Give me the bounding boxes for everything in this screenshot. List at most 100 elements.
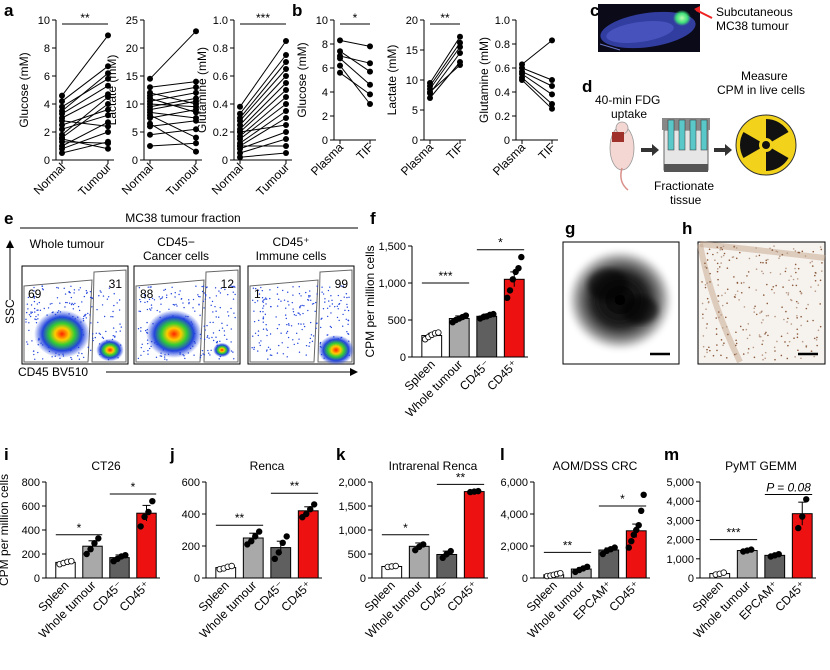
x-tick-label: Tumour	[75, 160, 114, 199]
event-dot	[144, 301, 146, 304]
y-tick-label: 0	[412, 135, 418, 147]
event-dot	[269, 333, 272, 335]
event-dot	[203, 307, 205, 309]
event-dot	[204, 298, 207, 300]
series-line	[61, 35, 109, 96]
ihc-stain-dot	[753, 311, 756, 313]
ihc-stain-dot	[796, 333, 799, 335]
panel-label-f: f	[370, 209, 376, 228]
flow-title-1: Whole tumour	[30, 237, 105, 251]
event-dot	[102, 337, 105, 340]
event-dot	[219, 340, 221, 342]
ihc-stain-dot	[701, 281, 703, 283]
data-point	[303, 510, 310, 518]
ihc-stain-dot	[754, 305, 756, 308]
event-dot	[37, 314, 39, 316]
event-dot	[311, 303, 314, 305]
event-dot	[227, 311, 229, 313]
ihc-stain-dot	[779, 273, 782, 275]
event-dot	[270, 305, 272, 308]
data-point	[275, 549, 282, 556]
fractionation-rack-icon	[662, 118, 710, 172]
data-point	[462, 312, 470, 319]
event-dot	[346, 303, 348, 306]
panel-d-uptake-line2: uptake	[611, 107, 647, 121]
y-tick-label: 15	[406, 45, 418, 57]
event-dot	[293, 314, 296, 316]
event-dot	[298, 293, 301, 295]
series-line	[149, 142, 197, 147]
event-dot	[202, 353, 204, 355]
ihc-stain-dot	[821, 270, 823, 272]
event-dot	[143, 350, 145, 353]
y-tick-label: 4,000	[666, 496, 694, 508]
event-dot	[256, 300, 259, 302]
panel-label-h: h	[682, 219, 692, 238]
y-tick-label: 2,000	[338, 477, 366, 489]
event-dot	[168, 308, 170, 310]
event-dot	[84, 314, 86, 316]
series-line	[149, 81, 197, 88]
ihc-stain-dot	[718, 266, 721, 268]
event-dot	[215, 336, 217, 338]
data-point	[427, 80, 433, 86]
event-dot	[31, 340, 33, 342]
event-dot	[344, 309, 346, 312]
panel-d-measure-line2: CPM in live cells	[717, 83, 805, 97]
flow-plot-1: 69 31	[21, 265, 129, 365]
event-dot	[96, 308, 98, 311]
ihc-stain-dot	[790, 275, 792, 277]
ihc-stain-dot	[748, 257, 751, 260]
data-point	[105, 101, 111, 107]
ihc-stain-dot	[717, 278, 719, 281]
data-point	[447, 547, 454, 555]
ihc-stain-dot	[805, 345, 808, 348]
data-point	[337, 48, 343, 55]
data-point	[105, 106, 111, 113]
event-dot	[206, 336, 208, 339]
series-line	[239, 103, 287, 140]
ihc-stain-dot	[720, 354, 722, 357]
event-dot	[260, 286, 262, 289]
data-point	[367, 43, 373, 50]
ihc-stain-dot	[702, 335, 705, 337]
x-tick-label: Tumour	[253, 160, 292, 199]
event-dot	[173, 304, 176, 306]
event-dot	[29, 315, 32, 318]
event-dot	[341, 325, 344, 327]
y-tick-label: 0.2	[495, 111, 510, 123]
series-line	[429, 61, 461, 99]
ihc-stain-dot	[735, 247, 738, 249]
event-dot	[215, 310, 217, 312]
series-line	[339, 39, 371, 47]
ihc-stain-dot	[805, 307, 808, 310]
ihc-stain-dot	[812, 250, 815, 253]
arrow-icon	[714, 144, 732, 156]
y-tick-label: 0.4	[495, 87, 510, 99]
panel-label-g: g	[565, 219, 575, 238]
data-point	[105, 82, 111, 89]
data-point	[283, 80, 289, 86]
pet-image	[562, 241, 680, 365]
event-dot	[309, 321, 312, 324]
event-dot	[329, 305, 331, 307]
series-line	[61, 72, 109, 112]
ihc-stain-dot	[716, 251, 719, 254]
event-dot	[281, 342, 283, 344]
ihc-stain-dot	[820, 248, 823, 251]
y-axis-label: Glutamine (mM)	[477, 37, 491, 123]
data-point	[59, 117, 65, 124]
y-tick-label: 0	[322, 135, 328, 147]
event-dot	[300, 295, 302, 297]
data-point	[457, 39, 463, 46]
event-dot	[253, 348, 255, 350]
gate-right	[91, 269, 127, 363]
ihc-stain-dot	[720, 247, 722, 249]
event-dot	[219, 306, 221, 309]
event-dot	[252, 299, 254, 302]
data-point	[638, 507, 645, 514]
event-dot	[261, 296, 264, 299]
event-dot	[321, 317, 323, 320]
